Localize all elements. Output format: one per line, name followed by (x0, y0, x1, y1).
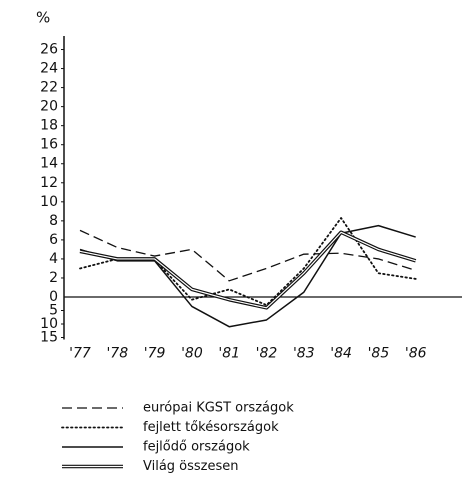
y-tick-label: 5 (49, 303, 58, 319)
x-tick-label: '81 (218, 346, 240, 362)
x-tick-label: '82 (256, 346, 278, 362)
legend-label: fejlett tőkésországok (143, 420, 279, 435)
y-axis-label: % (36, 9, 50, 27)
x-tick-label: '83 (293, 346, 315, 362)
y-tick-label: 26 (40, 42, 58, 58)
x-tick-label: '78 (106, 346, 128, 362)
series-line-inner (79, 231, 416, 309)
series-line (79, 224, 416, 328)
y-tick-label: 12 (40, 175, 58, 191)
y-tick-label: 15 (40, 330, 58, 346)
y-tick-label: 22 (40, 80, 58, 96)
y-tick-label: 18 (40, 118, 58, 134)
y-tick-label: 0 (49, 289, 58, 305)
y-tick-label: 16 (40, 137, 58, 153)
x-tick-label: '85 (368, 346, 390, 362)
y-tick-label: 4 (49, 251, 58, 267)
y-tick-label: 10 (40, 194, 58, 210)
series-line (79, 229, 416, 282)
y-tick-label: 2 (49, 270, 58, 286)
y-tick-label: 24 (40, 61, 58, 77)
y-tick-label: 8 (49, 213, 58, 229)
legend-label: európai KGST országok (143, 401, 294, 416)
x-tick-label: '80 (181, 346, 203, 362)
x-tick-label: '86 (405, 346, 427, 362)
x-tick-label: '84 (330, 346, 352, 362)
x-tick-label: '79 (144, 346, 166, 362)
legend-label: fejlődő országok (143, 440, 250, 455)
series-line (79, 217, 417, 307)
y-tick-label: 6 (49, 232, 58, 248)
x-tick-label: '77 (69, 346, 91, 362)
y-tick-label: 20 (40, 99, 58, 115)
y-tick-label: 14 (40, 156, 58, 172)
legend-label: Világ összesen (143, 459, 239, 474)
y-tick-label: 10 (40, 316, 58, 332)
